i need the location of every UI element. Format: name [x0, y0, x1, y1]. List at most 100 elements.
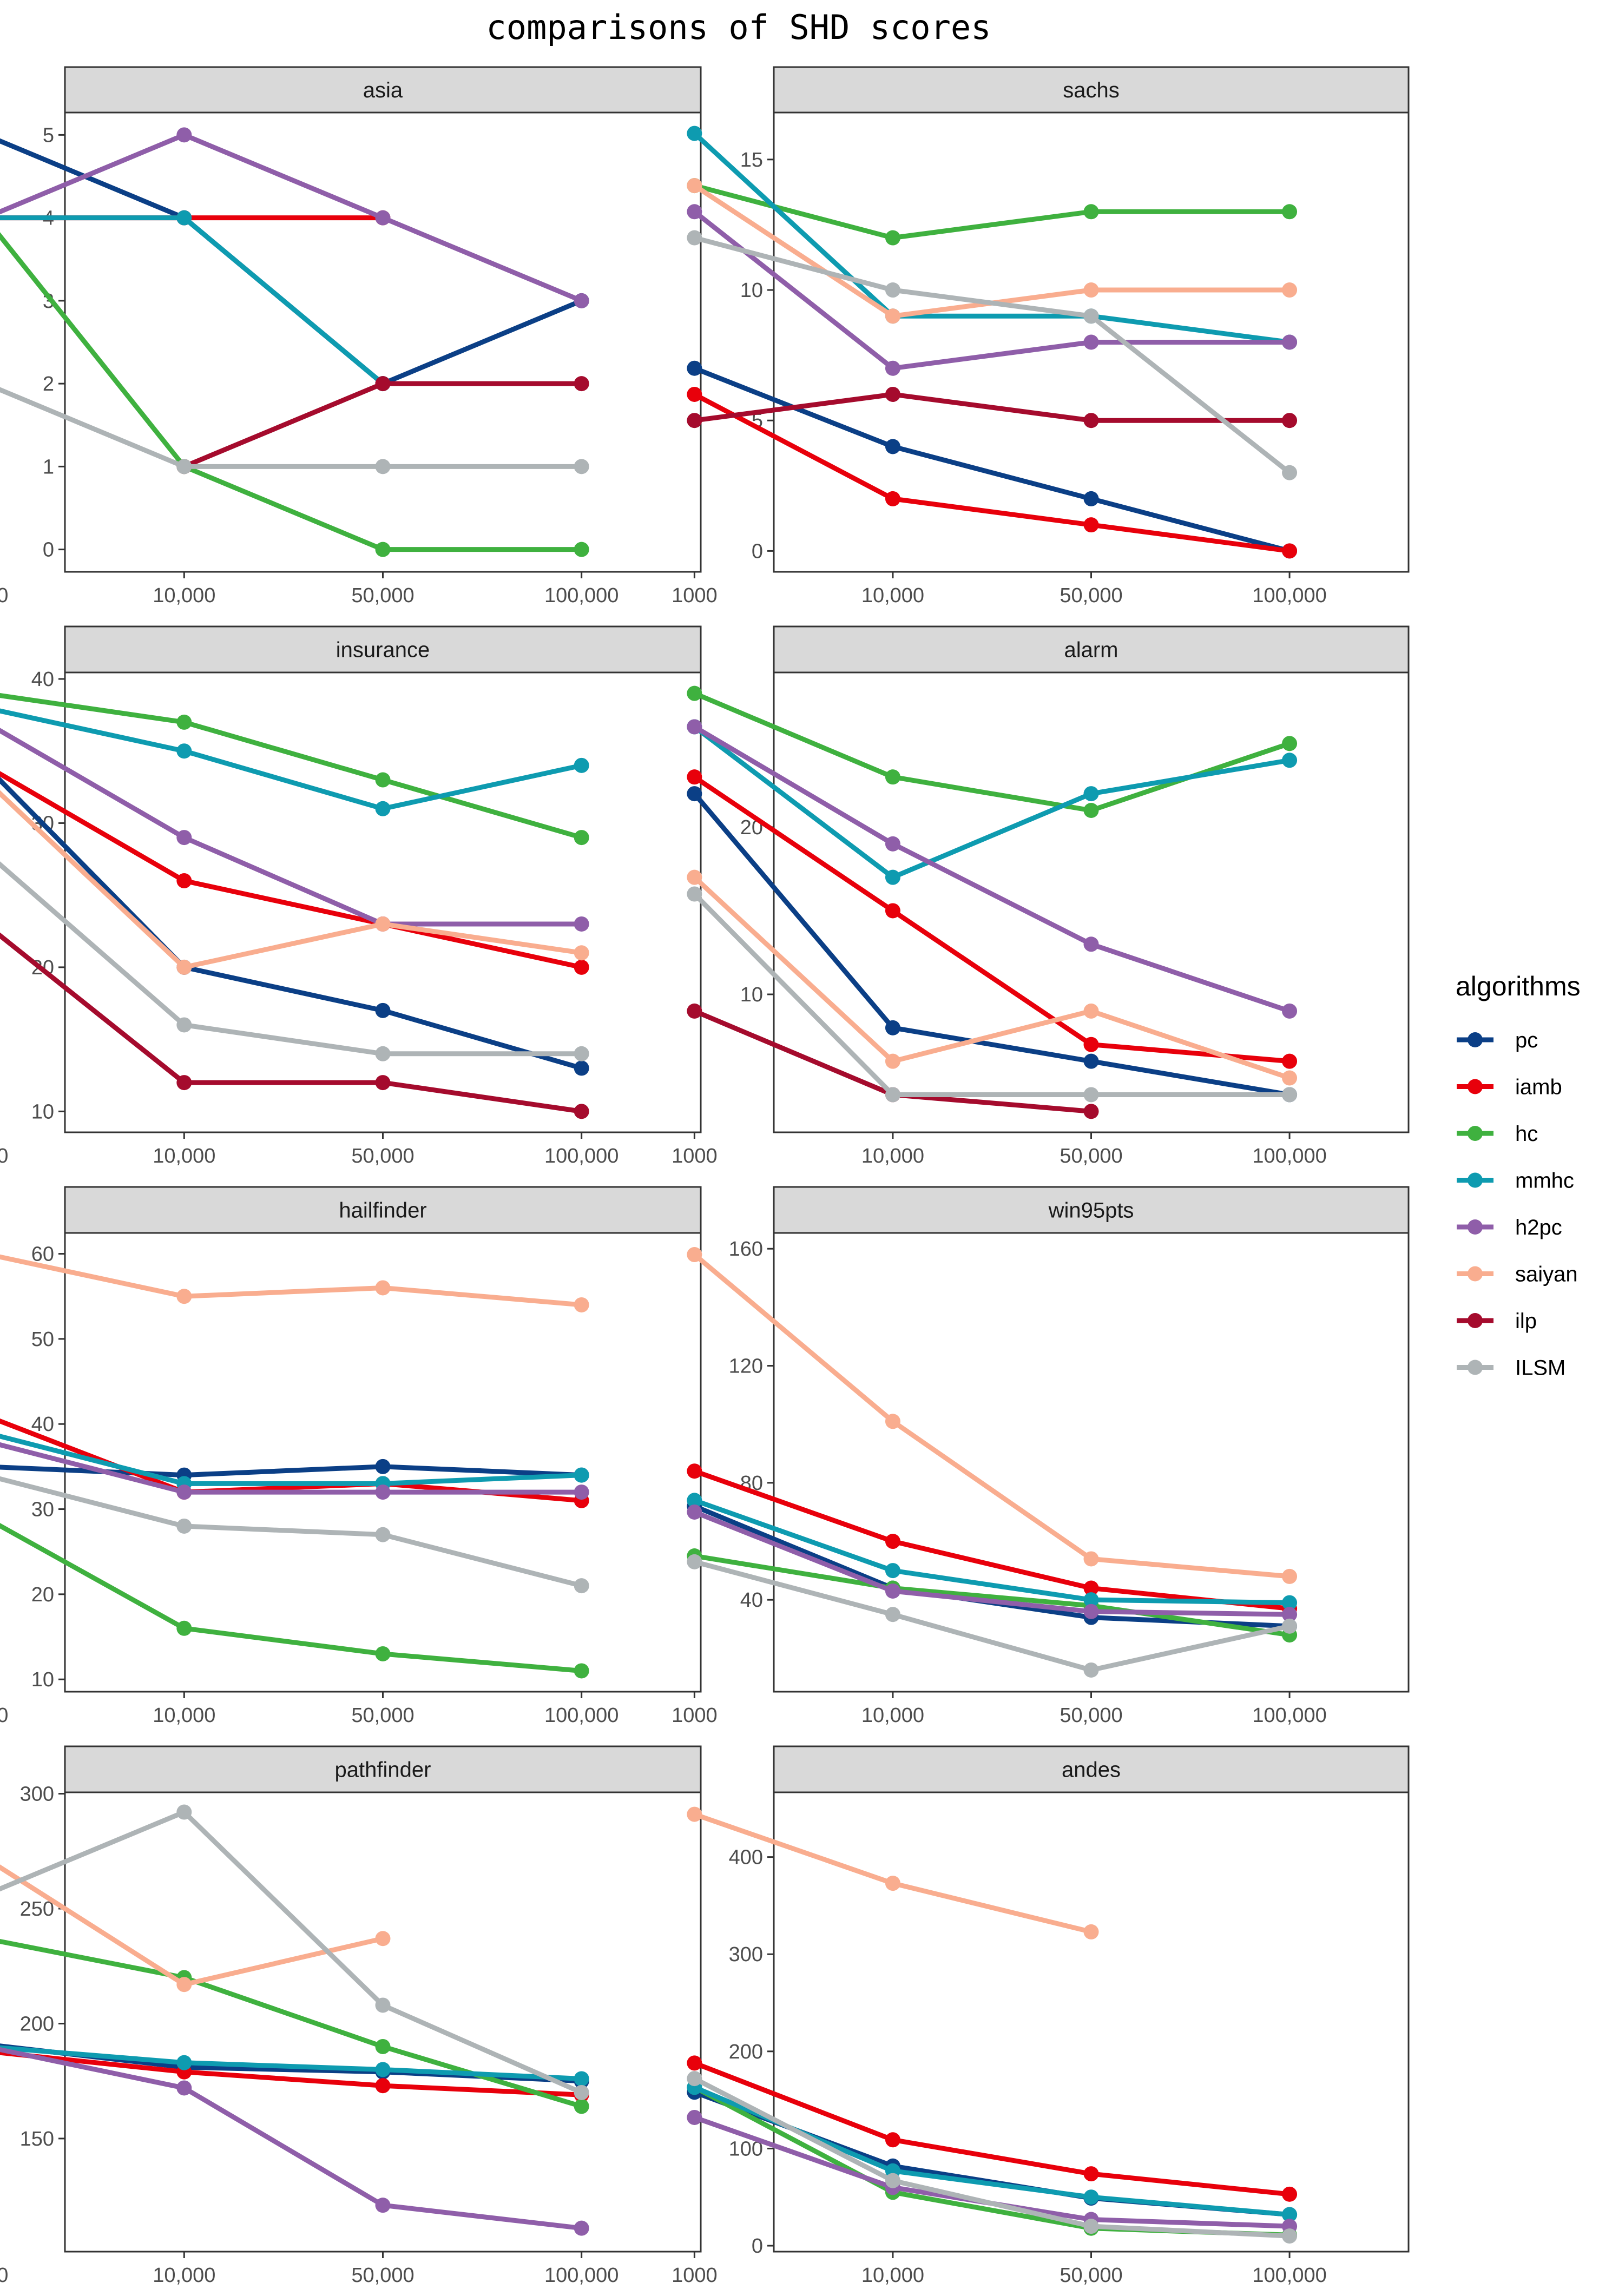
- data-point: [1282, 334, 1298, 350]
- data-point: [885, 1087, 900, 1103]
- series-line-segment: [183, 965, 384, 1013]
- series-line-segment: [891, 1419, 1093, 1561]
- data-point: [176, 743, 192, 759]
- data-point: [375, 1527, 391, 1542]
- data-point: [885, 1414, 900, 1429]
- series-saiyan: [687, 1806, 1099, 1939]
- data-point: [375, 1931, 391, 1947]
- data-point: [375, 1485, 391, 1500]
- y-tick-label: 2: [43, 373, 54, 395]
- x-tick-label: 10,000: [861, 584, 924, 607]
- data-point: [687, 1247, 702, 1263]
- data-point: [1282, 1618, 1298, 1634]
- data-point: [1083, 1551, 1099, 1567]
- series-line-segment: [0, 1938, 185, 1980]
- panel-title: andes: [1062, 1758, 1121, 1782]
- x-tick-label: 1000: [0, 1145, 8, 1167]
- data-point: [176, 2080, 192, 2096]
- data-point: [574, 542, 589, 557]
- x-tick-label: 10,000: [153, 1704, 215, 1727]
- series-h2pc: [687, 1504, 1298, 1622]
- series-line-segment: [892, 2137, 1092, 2176]
- panel-strip: [773, 625, 1410, 674]
- series-line-segment: [0, 1523, 186, 1631]
- data-point: [1083, 1592, 1099, 1608]
- series-line-segment: [183, 2086, 384, 2208]
- data-point: [574, 916, 589, 932]
- series-line-segment: [383, 1285, 582, 1308]
- series-line-segment: [1090, 1624, 1291, 1673]
- data-point: [1083, 413, 1099, 428]
- data-point: [176, 1485, 192, 1500]
- data-point: [1083, 517, 1099, 533]
- legend-key-point: [1468, 1172, 1483, 1188]
- plot-area: [64, 1791, 702, 2253]
- data-point: [885, 903, 900, 919]
- x-tick-label: 1000: [672, 1704, 718, 1727]
- y-tick-label: 0: [43, 539, 54, 562]
- series-line-segment: [183, 1022, 384, 1057]
- series-line-segment: [0, 861, 186, 1027]
- y-tick-label: 10: [31, 1668, 54, 1691]
- data-point: [885, 769, 900, 785]
- x-tick-label: 1000: [0, 2264, 8, 2287]
- x-tick-label: 100,000: [1252, 1704, 1326, 1727]
- panel-title: pathfinder: [335, 1758, 431, 1782]
- plot-area: [773, 1791, 1410, 2253]
- series-line-segment: [693, 392, 894, 501]
- series-line-segment: [383, 1464, 582, 1478]
- series-line-segment: [0, 932, 186, 1085]
- data-point: [375, 801, 391, 816]
- data-point: [375, 916, 391, 932]
- y-tick-label: 300: [20, 1783, 54, 1806]
- series-line-segment: [891, 841, 1093, 947]
- data-point: [1282, 465, 1298, 480]
- panel-strip: [64, 625, 702, 674]
- x-tick-label: 1000: [672, 584, 718, 607]
- data-point: [1282, 1053, 1298, 1069]
- panel-title: win95pts: [1048, 1199, 1134, 1223]
- series-line-segment: [892, 774, 1092, 813]
- series-line-segment: [383, 2083, 582, 2097]
- data-point: [375, 459, 391, 474]
- series-line-segment: [183, 381, 384, 469]
- panels-group: asia012345100010,00050,000100,000sachs05…: [0, 66, 1410, 2287]
- data-point: [885, 491, 900, 506]
- series-line-segment: [381, 298, 583, 386]
- y-tick-label: 300: [729, 1943, 763, 1966]
- series-line-segment: [1090, 1059, 1290, 1097]
- series-ILSM: [0, 1804, 589, 2100]
- series-ilp: [0, 932, 589, 1119]
- series-saiyan: [0, 790, 589, 975]
- series-saiyan: [0, 1254, 589, 1312]
- series-line-segment: [891, 908, 1093, 1047]
- data-point: [885, 386, 900, 402]
- data-point: [1083, 1104, 1099, 1119]
- x-tick-label: 100,000: [1252, 584, 1326, 607]
- legend-key-point: [1468, 1313, 1483, 1328]
- data-point: [1083, 334, 1099, 350]
- series-line-segment: [1091, 2171, 1290, 2197]
- series-line-segment: [184, 2069, 383, 2088]
- legend-label: pc: [1515, 1028, 1538, 1052]
- series-iamb: [687, 386, 1298, 559]
- series-line-segment: [1090, 522, 1290, 553]
- series-line-segment: [892, 209, 1092, 241]
- legend-key-point: [1468, 1079, 1483, 1094]
- data-point: [885, 2132, 900, 2148]
- data-point: [885, 439, 900, 454]
- series-ILSM: [687, 886, 1298, 1103]
- y-tick-label: 5: [43, 124, 54, 147]
- data-point: [1282, 1070, 1298, 1086]
- series-line-segment: [693, 2061, 894, 2142]
- data-point: [1083, 1037, 1099, 1052]
- x-tick-label: 10,000: [153, 584, 215, 607]
- series-line-segment: [1090, 942, 1291, 1014]
- series-line-segment: [382, 1532, 582, 1588]
- series-line-segment: [0, 708, 185, 754]
- series-line-segment: [892, 1588, 1091, 1614]
- panel-pathfinder: pathfinder 150 200 250 300 1000 10,000 50,000 10…: [0, 1745, 702, 2287]
- series-line-segment: [892, 791, 1093, 880]
